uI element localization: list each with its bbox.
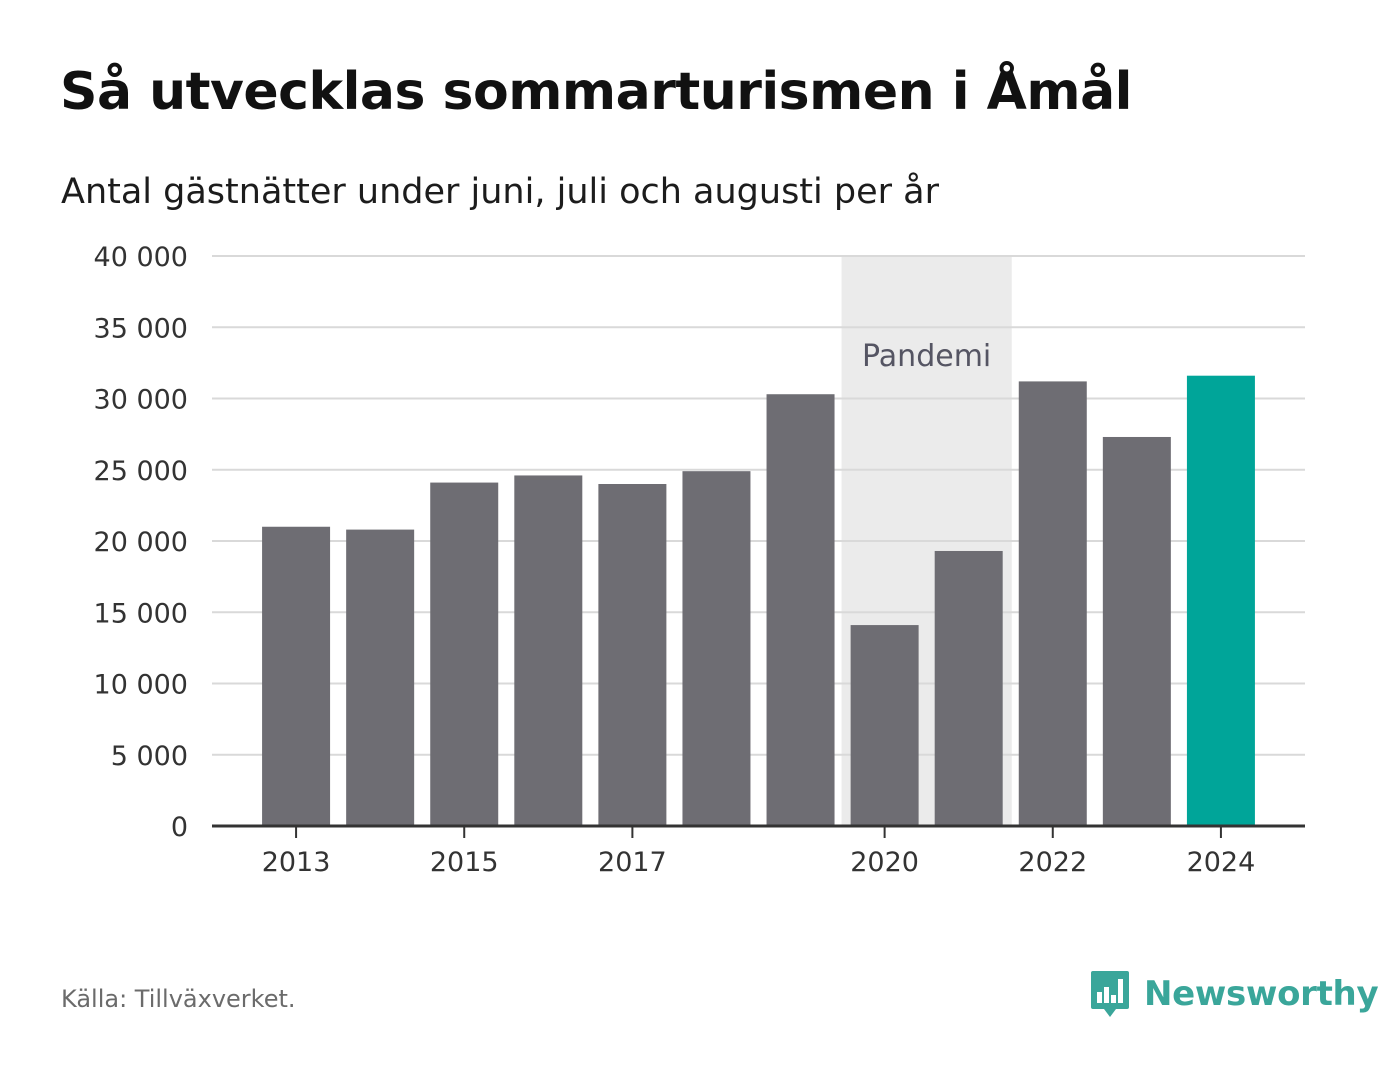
chart-title: Så utvecklas sommarturismen i Åmål xyxy=(60,62,1132,122)
brand-logo: Newsworthy xyxy=(1090,970,1379,1018)
y-tick-label: 35 000 xyxy=(94,313,188,344)
y-tick-label: 10 000 xyxy=(94,670,188,701)
bar-chart-speech-bubble-icon xyxy=(1091,971,1129,1017)
bar-2023 xyxy=(1102,436,1171,826)
y-tick-label: 0 xyxy=(171,812,188,843)
y-tick-label: 15 000 xyxy=(94,598,188,629)
bar-2018 xyxy=(682,471,751,826)
y-tick-label: 30 000 xyxy=(94,385,188,416)
brand-name: Newsworthy xyxy=(1144,974,1379,1014)
x-tick-label: 2024 xyxy=(1187,847,1256,878)
y-tick-label: 25 000 xyxy=(94,456,188,487)
bar-2015 xyxy=(430,482,499,826)
bar-2024 xyxy=(1186,375,1255,826)
bar-2016 xyxy=(514,475,583,826)
x-tick-label: 2022 xyxy=(1018,847,1087,878)
bar-2014 xyxy=(346,529,415,826)
bar-2019 xyxy=(766,394,835,826)
y-tick-label: 40 000 xyxy=(94,242,188,273)
chart-subtitle: Antal gästnätter under juni, juli och au… xyxy=(61,172,939,212)
x-tick-label: 2013 xyxy=(262,847,331,878)
x-tick-label: 2015 xyxy=(430,847,499,878)
bar-2021 xyxy=(934,550,1003,826)
y-tick-label: 5 000 xyxy=(111,741,188,772)
bar-2013 xyxy=(262,526,331,826)
bar-2022 xyxy=(1018,381,1087,826)
y-tick-label: 20 000 xyxy=(94,527,188,558)
source-note: Källa: Tillväxverket. xyxy=(61,985,296,1013)
x-tick-label: 2017 xyxy=(598,847,667,878)
bar-2017 xyxy=(598,484,667,826)
x-tick-label: 2020 xyxy=(850,847,919,878)
pandemic-label: Pandemi xyxy=(862,339,991,374)
bar-2020 xyxy=(850,625,919,826)
